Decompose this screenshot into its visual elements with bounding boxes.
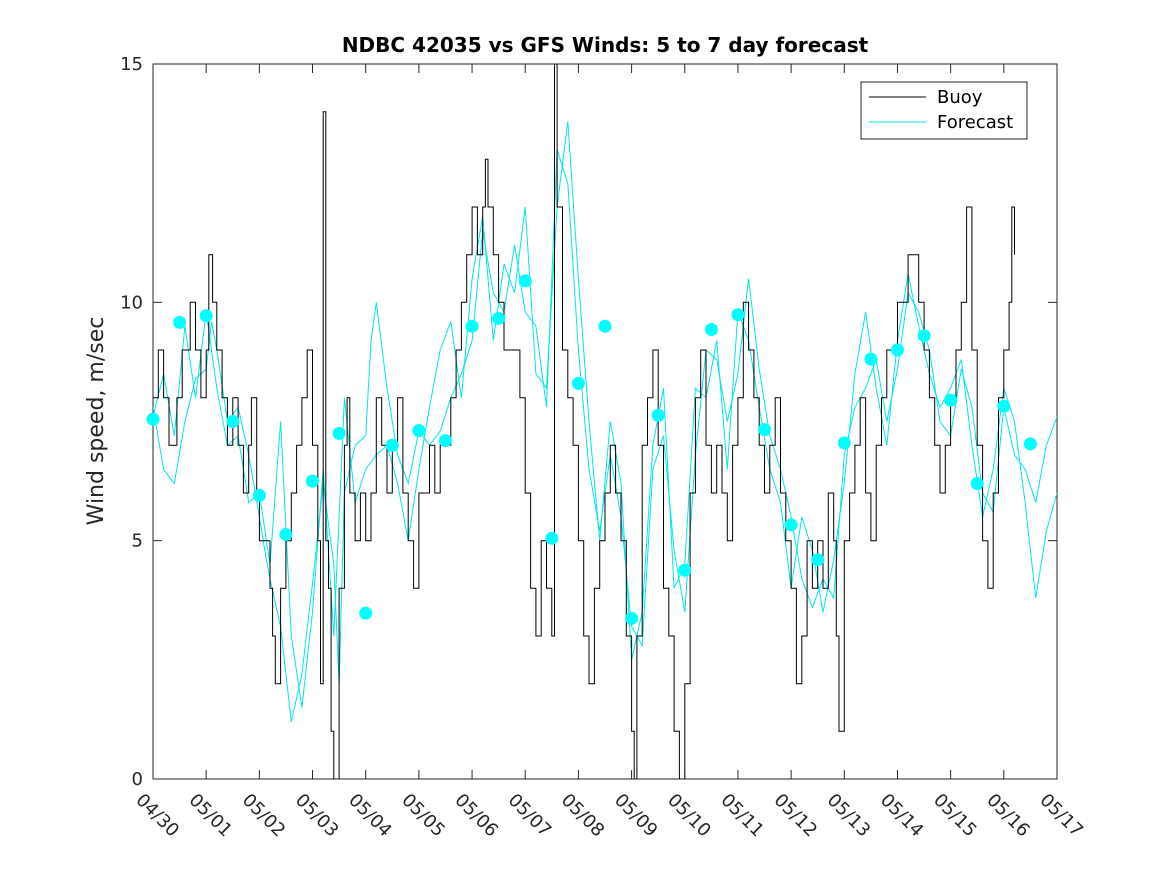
forecast-marker-21 [704, 323, 718, 336]
buoy-line [153, 64, 1015, 779]
forecast-marker-19 [651, 408, 665, 422]
forecast-marker-6 [306, 474, 319, 488]
forecast-marker-22 [731, 308, 745, 322]
forecast-marker-31 [970, 477, 984, 490]
forecast-marker-18 [625, 611, 639, 625]
forecast-marker-24 [784, 518, 798, 532]
forecast-marker-14 [518, 274, 532, 288]
forecast-marker-8 [359, 606, 373, 620]
forecast-marker-5 [279, 528, 293, 541]
y-tick-label-5: 5 [132, 531, 143, 552]
forecast-marker-0 [146, 412, 160, 426]
forecast-marker-33 [1023, 437, 1037, 451]
forecast-marker-20 [678, 563, 692, 577]
forecast-marker-25 [811, 553, 825, 567]
forecast-marker-1 [173, 315, 187, 329]
forecast-marker-13 [492, 312, 506, 325]
chart-title: NDBC 42035 vs GFS Winds: 5 to 7 day fore… [342, 33, 869, 57]
y-tick-label-10: 10 [120, 292, 143, 313]
y-tick-label-0: 0 [132, 769, 143, 790]
forecast-marker-30 [944, 393, 958, 407]
forecast-marker-10 [412, 424, 426, 438]
forecast-marker-2 [199, 309, 213, 323]
forecast-line-1 [153, 149, 1057, 722]
forecast-marker-27 [864, 352, 878, 366]
forecast-marker-3 [226, 415, 240, 428]
y-axis-label: Wind speed, m/sec [84, 317, 109, 526]
forecast-line-2 [153, 121, 1057, 708]
legend: Buoy Forecast [860, 81, 1028, 140]
forecast-marker-7 [332, 426, 346, 440]
axes-box [152, 63, 1058, 780]
forecast-marker-16 [571, 376, 585, 390]
forecast-marker-23 [758, 423, 771, 437]
forecast-marker-17 [598, 319, 612, 333]
legend-label-forecast: Forecast [937, 112, 1013, 133]
forecast-marker-26 [837, 436, 851, 450]
forecast-marker-28 [891, 343, 904, 357]
forecast-marker-29 [917, 329, 931, 343]
legend-label-buoy: Buoy [937, 87, 983, 108]
forecast-marker-11 [439, 434, 452, 448]
forecast-marker-32 [997, 399, 1011, 413]
forecast-marker-4 [252, 488, 266, 502]
forecast-marker-12 [465, 319, 479, 333]
y-tick-label-15: 15 [120, 54, 143, 75]
forecast-marker-9 [385, 438, 399, 452]
forecast-marker-15 [545, 531, 559, 545]
legend-box [860, 81, 1028, 140]
